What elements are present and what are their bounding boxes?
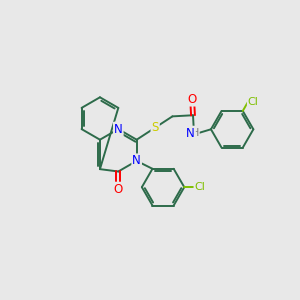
Text: Cl: Cl [248,97,259,107]
Text: H: H [190,128,199,138]
Text: O: O [188,93,197,106]
Text: S: S [152,121,159,134]
Text: Cl: Cl [194,182,205,192]
Text: N: N [186,127,195,140]
Text: N: N [114,123,123,136]
Text: N: N [132,154,141,167]
Text: O: O [114,183,123,196]
